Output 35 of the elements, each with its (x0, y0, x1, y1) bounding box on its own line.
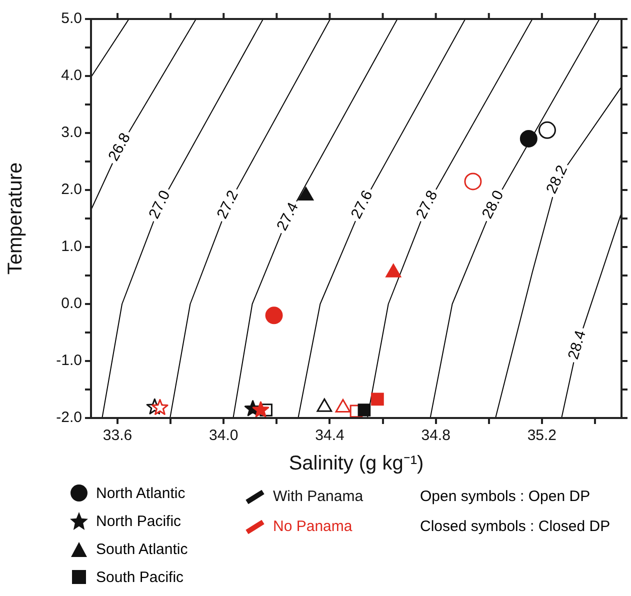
text: With Panama (273, 488, 364, 505)
series-label: 27.8 (412, 188, 442, 222)
y-tick-label: 5.0 (61, 10, 82, 28)
legend-label: North Atlantic (96, 484, 186, 502)
point (152, 398, 168, 415)
x-tick-label: 35.2 (527, 427, 557, 444)
series-label: 27.0 (146, 188, 174, 222)
legend-label: South Atlantic (96, 540, 188, 558)
series-label: 27.4 (274, 200, 302, 234)
y-tick-label: 0.0 (61, 295, 82, 312)
series-label: 26.8 (105, 130, 134, 164)
y-tick-label: 3.0 (61, 124, 82, 142)
series-label: 27.6 (348, 188, 376, 222)
y-tick-label: 1.0 (61, 238, 82, 256)
y-axis-title: Temperature (4, 162, 27, 275)
x-tick-label: 34.0 (209, 427, 238, 444)
point (464, 172, 482, 190)
x-axis-title: Salinity (g kg⁻¹) (288, 452, 424, 475)
point (538, 121, 556, 139)
series-label: 28.4 (564, 328, 590, 362)
x-tick-label: 34.4 (315, 427, 344, 444)
x-tick-label: 34.8 (421, 427, 450, 444)
legend-label: North Pacific (96, 512, 182, 530)
series-label: 27.2 (214, 188, 242, 222)
x-tick-label: 33.6 (102, 427, 132, 444)
y-tick-label: -2.0 (56, 409, 82, 426)
legend-label: South Pacific (96, 568, 184, 586)
y-tick-label: 2.0 (61, 181, 82, 198)
text: Open symbols : Open DP (420, 488, 590, 505)
series-label: 28.0 (478, 188, 508, 222)
y-tick-label: -1.0 (56, 352, 82, 370)
series-label: 28.2 (543, 162, 571, 196)
y-tick-label: 4.0 (61, 67, 82, 84)
text: Closed symbols : Closed DP (420, 518, 610, 535)
text: No Panama (273, 518, 352, 535)
